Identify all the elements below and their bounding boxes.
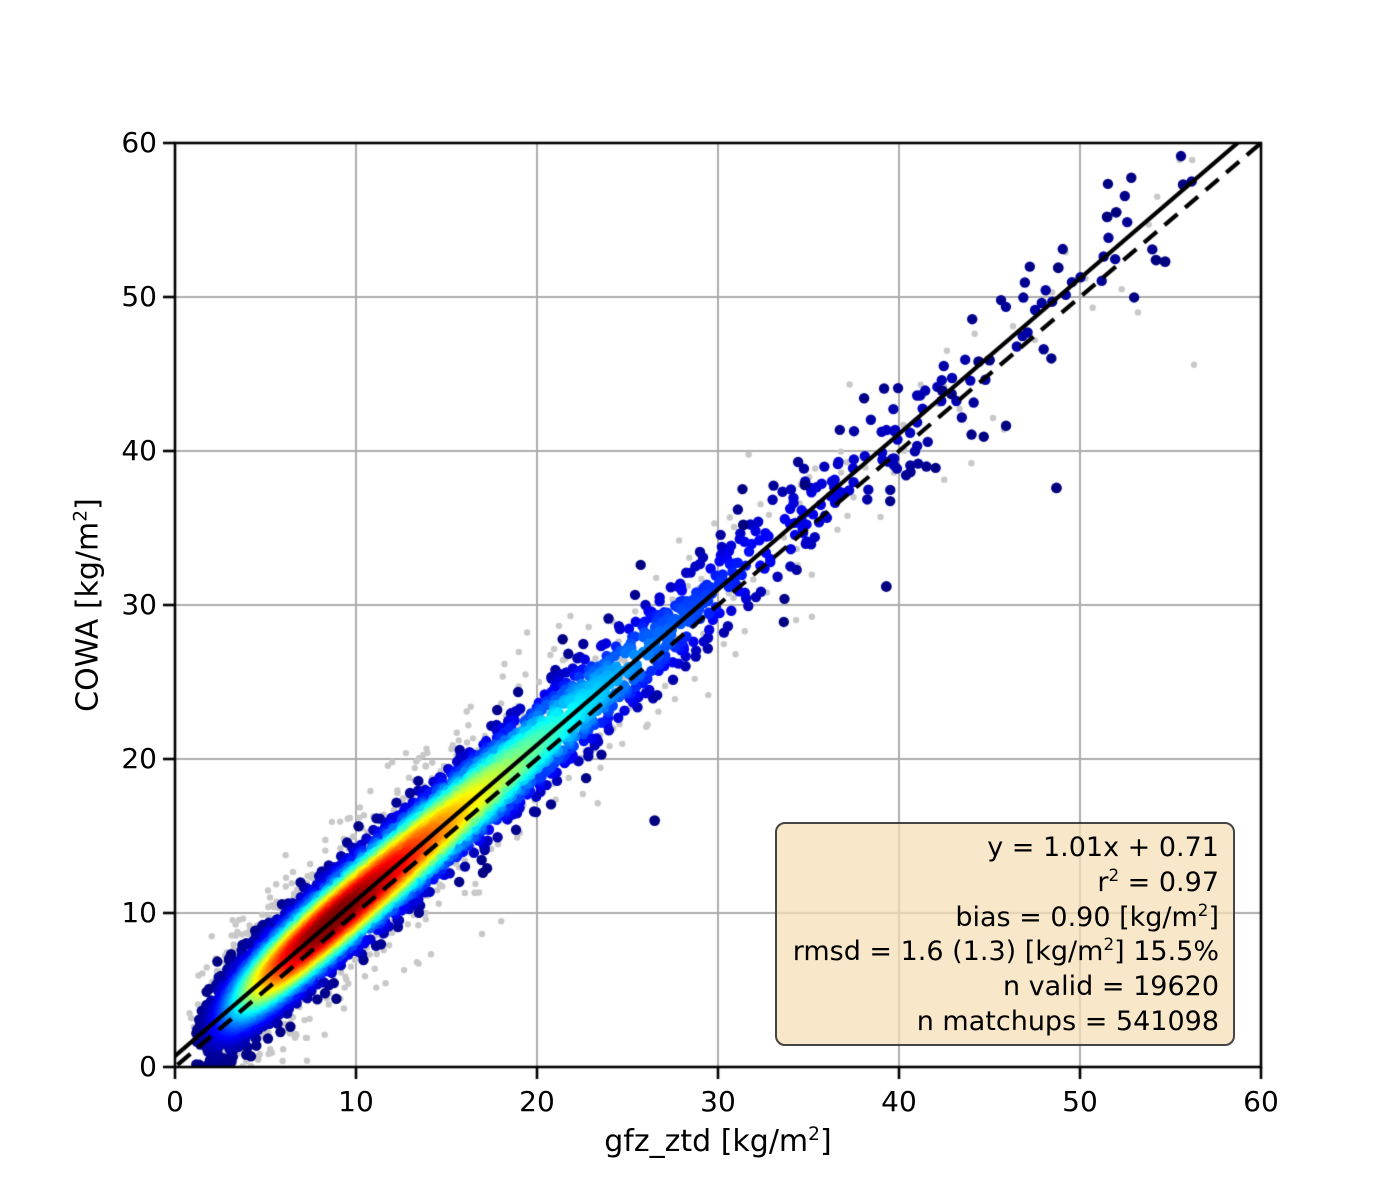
stats-line: bias = 0.90 [kg/m2]	[955, 899, 1219, 933]
y-tick-label: 50	[121, 280, 157, 313]
stats-annotation-box: y = 1.01x + 0.71 r2 = 0.97 bias = 0.90 [kg…	[775, 822, 1235, 1046]
stats-line: rmsd = 1.6 (1.3) [kg/m2] 15.5%	[792, 934, 1219, 968]
y-tick-label: 20	[121, 742, 157, 775]
stats-line: n valid = 19620	[1002, 971, 1219, 1003]
stats-line: r2 = 0.97	[1097, 864, 1219, 898]
x-axis-title: gfz_ztd [kg/m2]	[604, 1124, 832, 1159]
stats-line: n matchups = 541098	[916, 1005, 1219, 1037]
stats-line: y = 1.01x + 0.71	[987, 832, 1219, 863]
x-tick-label: 10	[338, 1085, 374, 1118]
x-tick-label: 0	[166, 1085, 184, 1118]
y-tick-label: 60	[121, 126, 157, 159]
x-tick-label: 50	[1062, 1085, 1098, 1118]
y-axis-title: COWA [kg/m2]	[70, 498, 106, 712]
y-tick-label: 0	[139, 1050, 157, 1083]
y-tick-label: 40	[121, 434, 157, 467]
y-tick-label: 30	[121, 588, 157, 621]
x-tick-label: 60	[1243, 1085, 1279, 1118]
x-tick-label: 30	[700, 1085, 736, 1118]
x-tick-label: 40	[881, 1085, 917, 1118]
y-tick-label: 10	[121, 896, 157, 929]
x-tick-label: 20	[519, 1085, 555, 1118]
